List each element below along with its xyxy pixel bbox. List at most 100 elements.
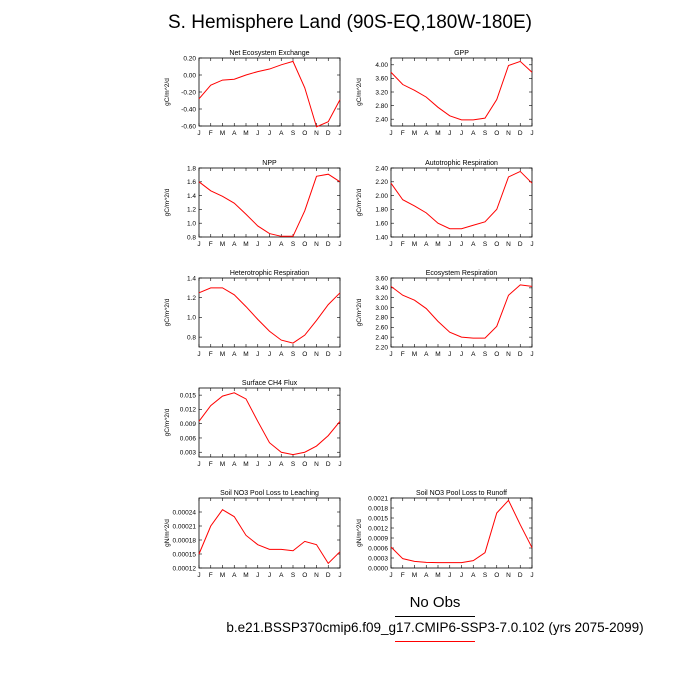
plot-frame xyxy=(390,57,533,127)
y-axis-label: gC/m^2/d xyxy=(356,78,363,106)
series-line xyxy=(390,60,533,121)
x-tick-label: J xyxy=(268,130,271,137)
x-tick-label: A xyxy=(471,351,476,358)
x-tick-label: J xyxy=(389,241,392,248)
x-tick-label: A xyxy=(279,130,284,137)
x-tick-label: M xyxy=(243,130,248,137)
x-tick-label: F xyxy=(209,241,213,248)
x-tick-label: D xyxy=(518,572,523,579)
x-tick-label: A xyxy=(232,130,237,137)
y-tick-label: 2.40 xyxy=(375,117,388,124)
y-tick-label: 0.006 xyxy=(180,435,197,442)
series-line xyxy=(198,60,341,128)
x-tick-label: S xyxy=(291,351,296,358)
x-tick-label: D xyxy=(326,241,331,248)
x-tick-label: M xyxy=(435,351,440,358)
y-axis-label: gC/m^2/d xyxy=(164,78,171,106)
y-axis-label: gC/m^2/d xyxy=(164,188,171,216)
x-tick-label: J xyxy=(256,572,259,579)
x-tick-label: F xyxy=(209,572,213,579)
chart-title: Surface CH4 Flux xyxy=(242,380,298,387)
x-tick-label: M xyxy=(220,241,225,248)
y-tick-label: 0.8 xyxy=(187,234,196,241)
y-tick-label: 4.00 xyxy=(375,62,388,69)
y-tick-label: 2.80 xyxy=(375,103,388,110)
x-tick-label: J xyxy=(256,241,259,248)
x-tick-label: A xyxy=(232,241,237,248)
x-tick-label: M xyxy=(412,351,417,358)
y-tick-label: 1.60 xyxy=(375,221,388,228)
y-tick-label: 1.6 xyxy=(187,179,196,186)
y-tick-label: 1.2 xyxy=(187,295,196,302)
y-tick-label: -0.40 xyxy=(181,106,196,113)
y-tick-label: 3.60 xyxy=(375,76,388,83)
x-tick-label: M xyxy=(220,130,225,137)
plot-frame xyxy=(198,497,341,569)
x-tick-label: D xyxy=(518,351,523,358)
x-tick-label: A xyxy=(279,241,284,248)
x-tick-label: M xyxy=(243,572,248,579)
x-tick-label: J xyxy=(448,130,451,137)
y-tick-label: 0.00 xyxy=(183,72,196,79)
x-tick-label: J xyxy=(530,351,533,358)
y-tick-label: 2.00 xyxy=(375,193,388,200)
x-tick-label: M xyxy=(243,241,248,248)
x-tick-label: N xyxy=(314,241,319,248)
x-tick-label: O xyxy=(302,130,307,137)
figure-title: S. Hemisphere Land (90S-EQ,180W-180E) xyxy=(168,12,532,33)
plot-frame xyxy=(390,497,533,569)
y-tick-label: 0.00015 xyxy=(173,551,197,558)
x-tick-label: M xyxy=(412,572,417,579)
obs-legend-label: No Obs xyxy=(409,594,461,611)
x-tick-label: N xyxy=(314,461,319,468)
obs-legend-line xyxy=(395,616,475,617)
x-tick-label: J xyxy=(530,241,533,248)
y-tick-label: 0.0006 xyxy=(368,545,388,552)
x-tick-label: J xyxy=(530,130,533,137)
x-tick-label: J xyxy=(338,461,341,468)
x-tick-label: S xyxy=(483,241,488,248)
x-tick-label: N xyxy=(314,130,319,137)
y-tick-label: 0.20 xyxy=(183,55,196,62)
x-tick-label: N xyxy=(314,351,319,358)
series-line xyxy=(198,392,341,456)
x-tick-label: D xyxy=(326,130,331,137)
plot-frame xyxy=(390,167,533,238)
y-tick-label: 1.40 xyxy=(375,234,388,241)
x-tick-label: F xyxy=(401,130,405,137)
y-axis-label: gC/m^2/d xyxy=(164,298,171,326)
y-tick-label: 0.0003 xyxy=(368,555,388,562)
y-tick-label: 3.00 xyxy=(375,305,388,312)
x-tick-label: M xyxy=(435,572,440,579)
y-axis-label: gC/m^2/d xyxy=(356,298,363,326)
x-tick-label: M xyxy=(220,461,225,468)
chart-title: Ecosystem Respiration xyxy=(426,270,498,277)
y-tick-label: 0.012 xyxy=(180,407,197,414)
x-tick-label: A xyxy=(232,351,237,358)
y-axis-label: gC/m^2/d xyxy=(164,408,171,436)
y-tick-label: 1.2 xyxy=(187,207,196,214)
x-tick-label: A xyxy=(471,130,476,137)
y-tick-label: 0.003 xyxy=(180,450,197,457)
x-tick-label: M xyxy=(412,241,417,248)
y-tick-label: 1.0 xyxy=(187,221,196,228)
x-tick-label: N xyxy=(506,351,511,358)
x-tick-label: J xyxy=(197,351,200,358)
y-axis-label: gN/m^2/d xyxy=(356,519,363,547)
x-tick-label: J xyxy=(448,572,451,579)
x-tick-label: O xyxy=(494,241,499,248)
x-tick-label: A xyxy=(279,461,284,468)
series-line xyxy=(198,509,341,565)
y-tick-label: 0.0000 xyxy=(368,565,388,572)
chart-title: Soil NO3 Pool Loss to Leaching xyxy=(220,490,319,497)
x-tick-label: F xyxy=(401,351,405,358)
chart-title: Soil NO3 Pool Loss to Runoff xyxy=(416,490,507,497)
x-tick-label: J xyxy=(460,241,463,248)
series-line xyxy=(390,284,533,339)
plot-frame xyxy=(198,57,341,127)
x-tick-label: D xyxy=(326,461,331,468)
x-tick-label: M xyxy=(435,241,440,248)
chart-title: NPP xyxy=(262,160,277,167)
